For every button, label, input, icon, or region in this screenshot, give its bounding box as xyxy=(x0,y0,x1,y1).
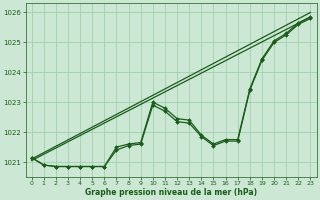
X-axis label: Graphe pression niveau de la mer (hPa): Graphe pression niveau de la mer (hPa) xyxy=(85,188,257,197)
